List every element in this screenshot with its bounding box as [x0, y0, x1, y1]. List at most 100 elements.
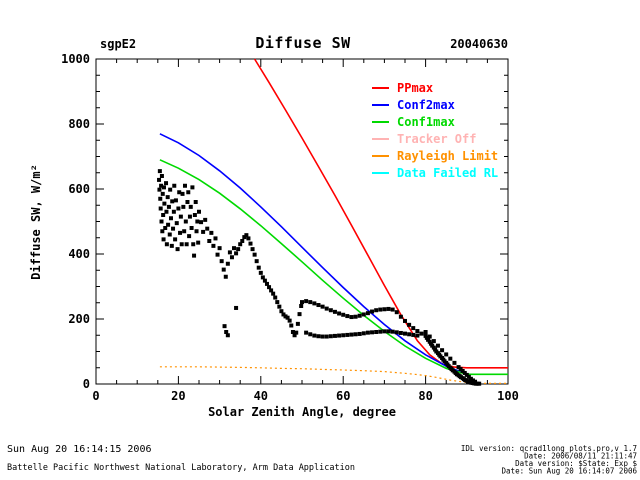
- scatter-point: [349, 315, 354, 320]
- scatter-point: [188, 204, 193, 209]
- scatter-point: [169, 243, 174, 248]
- scatter-point: [386, 329, 391, 334]
- scatter-point: [211, 243, 216, 248]
- scatter-point: [458, 367, 463, 372]
- scatter-point: [285, 315, 290, 320]
- legend: PPmax Conf2max Conf1max Tracker Off Rayleigh…: [372, 81, 498, 180]
- scatter-point: [194, 229, 199, 234]
- scatter-point: [168, 216, 173, 221]
- scatter-point: [460, 369, 465, 373]
- footer-timestamp: Sun Aug 20 16:14:15 2006: [7, 444, 152, 455]
- data-version-line: Data version: $State: Exp $: [515, 459, 637, 468]
- scatter-point: [448, 356, 453, 361]
- scatter-point: [361, 312, 366, 317]
- x-axis-title: Solar Zenith Angle, degree: [208, 405, 396, 419]
- scatter-point: [176, 206, 181, 211]
- scatter-point: [341, 312, 346, 317]
- scatter-point: [244, 233, 249, 238]
- scatter-point: [264, 281, 269, 286]
- legend-item-tracker-off: Tracker Off: [372, 132, 476, 146]
- scatter-point: [182, 229, 187, 234]
- scatter-point: [398, 314, 403, 319]
- scatter-point: [370, 330, 375, 335]
- scatter-point: [277, 304, 282, 309]
- scatter-point: [215, 252, 220, 257]
- scatter-point: [158, 206, 163, 211]
- scatter-point: [181, 204, 186, 209]
- scatter-point: [394, 330, 399, 335]
- footer-organization: Battelle Pacific Northwest National Labo…: [7, 463, 355, 473]
- scatter-point: [217, 246, 222, 251]
- scatter-point: [177, 190, 182, 195]
- scatter-point: [378, 307, 383, 312]
- scatter-point: [297, 312, 302, 317]
- scatter-point: [324, 334, 329, 339]
- scatter-point: [193, 200, 198, 204]
- scatter-point: [167, 232, 172, 237]
- scatter-point: [279, 309, 284, 314]
- scatter-point: [192, 253, 197, 258]
- chart-title: Diffuse SW: [255, 34, 351, 52]
- scatter-point: [390, 307, 395, 312]
- scatter-point: [175, 247, 180, 252]
- scatter-point: [464, 372, 469, 377]
- scatter-point: [182, 183, 187, 188]
- scatter-point: [361, 331, 366, 336]
- scatter-point: [411, 326, 416, 331]
- scatter-point: [219, 259, 224, 264]
- scatter-point: [164, 209, 169, 214]
- scatter-point: [168, 187, 173, 192]
- scatter-point: [195, 219, 200, 224]
- scatter-point: [403, 331, 407, 336]
- scatter-point: [170, 199, 175, 204]
- scatter-point: [173, 237, 178, 242]
- x-tick-label: 20: [171, 389, 185, 403]
- scatter-point: [300, 300, 304, 305]
- scatter-point: [435, 343, 440, 348]
- scatter-point: [158, 196, 163, 201]
- y-tick-label: 600: [68, 182, 90, 196]
- legend-item-conf2max: Conf2max: [372, 98, 455, 112]
- scatter-point: [382, 329, 387, 334]
- scatter-point: [271, 291, 276, 296]
- scatter-point: [171, 226, 176, 231]
- scatter-point: [164, 181, 169, 186]
- scatter-point: [252, 252, 257, 257]
- scatter-point: [159, 174, 164, 178]
- scatter-point: [160, 229, 165, 234]
- scatter-point: [183, 219, 188, 224]
- scatter-point: [227, 250, 232, 255]
- scatter-point: [304, 299, 309, 304]
- scatter-point: [256, 265, 261, 270]
- legend-label-data-failed-rl: Data Failed RL: [397, 166, 498, 180]
- scatter-point: [382, 307, 387, 312]
- scatter-point: [353, 332, 358, 337]
- scatter-point: [187, 214, 192, 219]
- scatter-point: [332, 309, 337, 314]
- scatter-point: [262, 278, 267, 283]
- scatter-point: [337, 311, 342, 316]
- scatter-point: [213, 236, 218, 241]
- scatter-point: [166, 204, 171, 209]
- scatter-point: [328, 308, 333, 313]
- scatter-point: [470, 378, 475, 383]
- scatter-point: [407, 322, 412, 327]
- scatter-point: [281, 312, 286, 317]
- scatter-point: [165, 195, 170, 200]
- scatter-point: [161, 185, 166, 190]
- scatter-point: [398, 330, 403, 335]
- scatter-point: [269, 288, 274, 293]
- legend-label-conf2max: Conf2max: [397, 98, 455, 112]
- scatter-point: [427, 334, 432, 339]
- scatter-point: [345, 332, 350, 337]
- scatter-point: [386, 306, 391, 311]
- scatter-point: [161, 213, 166, 217]
- scatter-point: [185, 200, 190, 204]
- scatter-point: [238, 242, 243, 247]
- scatter-point: [162, 201, 167, 206]
- scatter-point: [225, 333, 230, 338]
- scatter-point: [423, 330, 428, 334]
- scatter-point: [221, 267, 226, 272]
